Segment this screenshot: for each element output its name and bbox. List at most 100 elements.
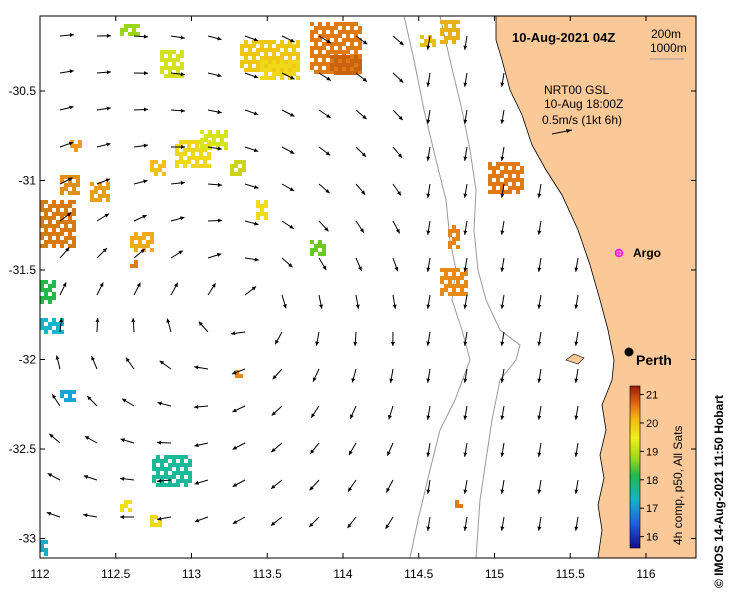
sst-pixel xyxy=(448,268,452,272)
sst-pixel xyxy=(200,146,204,150)
sst-pixel xyxy=(176,471,180,475)
sst-pixel xyxy=(102,194,106,198)
current-arrow-icon xyxy=(170,282,179,296)
current-arrow-icon xyxy=(426,220,431,235)
sst-pixel xyxy=(314,38,318,42)
sst-pixel xyxy=(64,183,68,187)
sst-pixel xyxy=(44,280,48,284)
sst-pixel xyxy=(268,40,272,44)
sst-pixel xyxy=(452,268,456,272)
sst-pixel xyxy=(208,134,212,138)
sst-pixel xyxy=(322,62,326,66)
sst-pixel xyxy=(354,38,358,42)
current-arrow-icon xyxy=(170,108,186,113)
sst-pixel xyxy=(64,212,68,216)
sst-pixel xyxy=(322,248,326,252)
sst-pixel xyxy=(150,232,154,236)
sst-pixel xyxy=(350,46,354,50)
sst-pixel xyxy=(496,174,500,178)
sst-pixel xyxy=(456,20,460,24)
sst-pixel xyxy=(260,204,264,208)
sst-pixel xyxy=(248,60,252,64)
sst-pixel xyxy=(124,504,128,508)
sst-pixel xyxy=(184,479,188,483)
sst-pixel xyxy=(276,56,280,60)
sst-pixel xyxy=(164,50,168,54)
sst-pixel xyxy=(260,208,264,212)
sst-pixel xyxy=(90,198,94,202)
sst-pixel xyxy=(48,236,52,240)
sst-pixel xyxy=(452,24,456,28)
sst-pixel xyxy=(175,148,179,152)
sst-pixel xyxy=(272,68,276,72)
sst-pixel xyxy=(500,170,504,174)
current-arrow-icon xyxy=(537,331,542,346)
sst-pixel xyxy=(64,187,68,191)
sst-pixel xyxy=(260,48,264,52)
sst-pixel xyxy=(44,330,48,334)
sst-pixel xyxy=(120,28,124,32)
current-arrow-icon xyxy=(231,368,246,375)
sst-pixel xyxy=(358,59,362,63)
sst-pixel xyxy=(342,30,346,34)
sst-pixel xyxy=(216,130,220,134)
sst-pixel xyxy=(440,268,444,272)
sst-pixel xyxy=(420,43,424,47)
argo-float-marker-icon[interactable] xyxy=(614,248,624,258)
sst-pixel xyxy=(496,166,500,170)
current-arrow-icon xyxy=(244,146,259,153)
current-arrow-icon xyxy=(574,405,579,420)
bathymetry-1000m-contour xyxy=(403,16,471,558)
sst-pixel xyxy=(184,471,188,475)
sst-pixel xyxy=(160,70,164,74)
sst-pixel xyxy=(220,138,224,142)
sst-pixel xyxy=(292,72,296,76)
sst-pixel xyxy=(500,190,504,194)
sst-pixel xyxy=(452,241,456,245)
current-arrow-icon xyxy=(59,247,70,259)
sst-pixel xyxy=(444,36,448,40)
sst-pixel xyxy=(176,463,180,467)
sst-pixel xyxy=(492,166,496,170)
sst-pixel xyxy=(256,40,260,44)
sst-pixel xyxy=(134,264,138,268)
argo-label: Argo xyxy=(633,246,661,260)
sst-pixel xyxy=(280,40,284,44)
sst-pixel xyxy=(334,55,338,59)
sst-pixel xyxy=(220,142,224,146)
current-arrow-icon xyxy=(133,282,141,296)
current-arrow-icon xyxy=(390,331,395,347)
sst-pixel xyxy=(40,288,44,292)
current-arrow-icon xyxy=(500,516,505,531)
sst-pixel xyxy=(296,64,300,68)
sst-pixel xyxy=(256,60,260,64)
sst-pixel xyxy=(314,54,318,58)
current-arrow-icon xyxy=(388,405,394,420)
sst-pixel xyxy=(512,186,516,190)
sst-pixel xyxy=(444,40,448,44)
sst-pixel xyxy=(132,24,136,28)
sst-pixel xyxy=(288,68,292,72)
sst-pixel xyxy=(160,66,164,70)
y-tick-label: -31 xyxy=(19,174,37,188)
sst-pixel xyxy=(280,72,284,76)
sst-pixel xyxy=(207,156,211,160)
sst-pixel xyxy=(128,24,132,28)
sst-pixel xyxy=(184,455,188,459)
sst-pixel xyxy=(52,240,56,244)
sst-pixel xyxy=(130,264,134,268)
current-arrow-icon xyxy=(348,442,357,456)
sst-pixel xyxy=(264,200,268,204)
sst-pixel xyxy=(64,390,68,394)
sst-pixel xyxy=(346,71,350,75)
sst-pixel xyxy=(504,166,508,170)
sst-pixel xyxy=(164,483,168,487)
sst-pixel xyxy=(326,66,330,70)
sst-pixel xyxy=(176,74,180,78)
current-arrow-icon xyxy=(355,257,363,272)
sst-pixel xyxy=(310,54,314,58)
perth-city-marker-icon[interactable] xyxy=(624,347,634,357)
sst-pixel xyxy=(72,224,76,228)
sst-pixel xyxy=(268,44,272,48)
sst-pixel xyxy=(176,467,180,471)
